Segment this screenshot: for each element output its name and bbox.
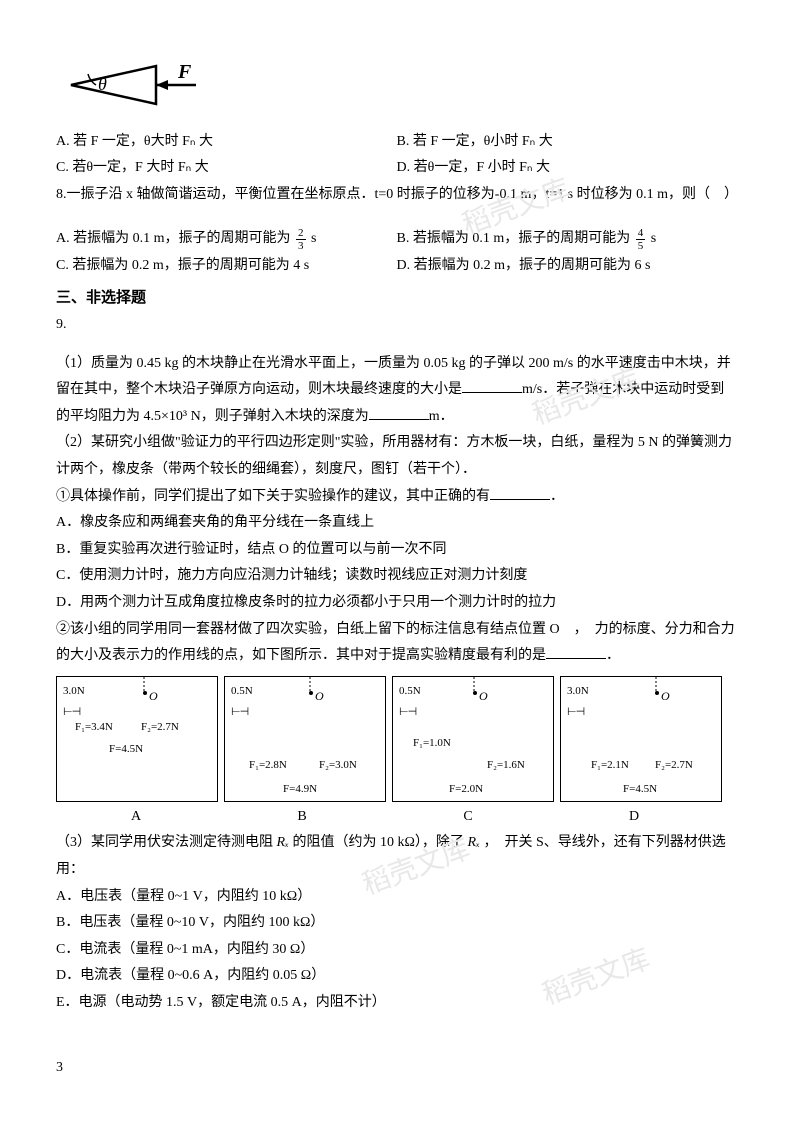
q9-p3-b: 的阻值（约为 10 kΩ），除了 xyxy=(289,835,467,850)
diag-a-f2: F₂=2.7N xyxy=(141,717,179,738)
q7-opt-b: B. 若 F 一定，θ小时 Fₙ 大 xyxy=(397,129,738,156)
blank-velocity xyxy=(462,378,522,393)
q9-p2-2-end: ． xyxy=(606,648,620,663)
diagram-d: 3.0N⊢⊣ O F₁=2.1N F₂=2.7N F=4.5N xyxy=(560,676,722,802)
diag-b-scale: 0.5N xyxy=(231,685,253,697)
diag-b-f1: F₁=2.8N xyxy=(249,755,287,776)
rx-1: Rₓ xyxy=(277,835,290,850)
diagram-row: 3.0N⊢⊣ O F₁=3.4N F₂=2.7N F=4.5N 0.5N⊢⊣ O… xyxy=(56,676,737,802)
q8-options: A. 若振幅为 0.1 m，振子的周期可能为 23 s B. 若振幅为 0.1 … xyxy=(56,226,737,279)
q9-p3-a: （3）某同学用伏安法测定待测电阻 xyxy=(56,835,277,850)
diag-d-f2: F₂=2.7N xyxy=(655,755,693,776)
q9-p3-opt-e: E．电源（电动势 1.5 V，额定电流 0.5 A，内阻不计） xyxy=(56,990,737,1017)
rx-2: Rₓ xyxy=(467,835,480,850)
q7-opt-a: A. 若 F 一定，θ大时 Fₙ 大 xyxy=(56,129,397,156)
q9-p3-opt-b: B．电压表（量程 0~10 V，内阻约 100 kΩ） xyxy=(56,910,737,937)
page: 稻壳文库 稻壳文库 稻壳文库 稻壳文库 θ F A. 若 F 一定，θ大时 Fₙ… xyxy=(0,0,793,1122)
q8-a-post: s xyxy=(308,231,317,246)
q9-p3-opt-a: A．电压表（量程 0~1 V，内阻约 10 kΩ） xyxy=(56,884,737,911)
theta-label: θ xyxy=(98,74,107,94)
q9-part2-q2: ②该小组的同学用同一套器材做了四次实验，白纸上留下的标注信息有结点位置 O ， … xyxy=(56,617,737,670)
diag-label-b: B xyxy=(222,804,382,831)
q9-p2-opt-d: D．用两个测力计互成角度拉橡皮条时的拉力必须都小于只用一个测力计时的拉力 xyxy=(56,590,737,617)
blank-best xyxy=(546,644,606,659)
diag-b-f: F=4.9N xyxy=(283,779,317,800)
diag-a-knot: O xyxy=(149,685,158,708)
diag-label-d: D xyxy=(554,804,714,831)
q9-number: 9. xyxy=(56,312,737,339)
section-3-title: 三、非选择题 xyxy=(56,284,737,313)
q8-opt-c: C. 若振幅为 0.2 m，振子的周期可能为 4 s xyxy=(56,253,397,280)
q8-a-pre: A. 若振幅为 0.1 m，振子的周期可能为 xyxy=(56,231,294,246)
diag-d-knot: O xyxy=(661,685,670,708)
diag-label-c: C xyxy=(388,804,548,831)
q9-p2-opt-b: B．重复实验再次进行验证时，结点 O 的位置可以与前一次不同 xyxy=(56,537,737,564)
diag-d-f: F=4.5N xyxy=(623,779,657,800)
q8-b-pre: B. 若振幅为 0.1 m，振子的周期可能为 xyxy=(397,231,634,246)
diag-c-knot: O xyxy=(479,685,488,708)
diagram-a: 3.0N⊢⊣ O F₁=3.4N F₂=2.7N F=4.5N xyxy=(56,676,218,802)
diag-d-scale: 3.0N xyxy=(567,685,589,697)
q7-opt-c: C. 若θ一定，F 大时 Fₙ 大 xyxy=(56,155,397,182)
q8-stem: 8.一振子沿 x 轴做简谐运动，平衡位置在坐标原点．t=0 时振子的位移为-0.… xyxy=(56,182,737,209)
q9-p2-1-text: ①具体操作前，同学们提出了如下关于实验操作的建议，其中正确的有 xyxy=(56,489,490,504)
diag-a-scale: 3.0N xyxy=(63,685,85,697)
q9-part1: （1）质量为 0.45 kg 的木块静止在光滑水平面上，一质量为 0.05 kg… xyxy=(56,351,737,431)
diag-b-f2: F₂=3.0N xyxy=(319,755,357,776)
diag-c-f2: F₂=1.6N xyxy=(487,755,525,776)
q9-p3-opt-c: C．电流表（量程 0~1 mA，内阻约 30 Ω） xyxy=(56,937,737,964)
q9-p2-opt-c: C．使用测力计时，施力方向应沿测力计轴线；读数时视线应正对测力计刻度 xyxy=(56,563,737,590)
diag-a-f: F=4.5N xyxy=(109,739,143,760)
diag-c-f1: F₁=1.0N xyxy=(413,733,451,754)
q8-opt-a: A. 若振幅为 0.1 m，振子的周期可能为 23 s xyxy=(56,226,397,253)
diag-label-a: A xyxy=(56,804,216,831)
blank-correct xyxy=(490,485,550,500)
q9-part3-intro: （3）某同学用伏安法测定待测电阻 Rₓ 的阻值（约为 10 kΩ），除了 Rₓ … xyxy=(56,830,737,883)
force-label: F xyxy=(177,61,192,83)
q9-part2-q1: ①具体操作前，同学们提出了如下关于实验操作的建议，其中正确的有 ． xyxy=(56,484,737,511)
wedge-figure: θ F xyxy=(66,60,737,121)
q7-opt-d: D. 若θ一定，F 小时 Fₙ 大 xyxy=(397,155,738,182)
q9-p1-unit2: m． xyxy=(429,409,454,424)
q9-p2-opt-a: A．橡皮条应和两绳套夹角的角平分线在一条直线上 xyxy=(56,510,737,537)
diag-c-f: F=2.0N xyxy=(449,779,483,800)
q7-options: A. 若 F 一定，θ大时 Fₙ 大 B. 若 F 一定，θ小时 Fₙ 大 C.… xyxy=(56,129,737,182)
q8-opt-b: B. 若振幅为 0.1 m，振子的周期可能为 45 s xyxy=(397,226,738,253)
q9-p3-opt-d: D．电流表（量程 0~0.6 A，内阻约 0.05 Ω） xyxy=(56,963,737,990)
diagram-labels: A B C D xyxy=(56,804,737,831)
blank-depth xyxy=(369,405,429,420)
diagram-b: 0.5N⊢⊣ O F₁=2.8N F₂=3.0N F=4.9N xyxy=(224,676,386,802)
diagram-c: 0.5N⊢⊣ O F₁=1.0N F₂=1.6N F=2.0N xyxy=(392,676,554,802)
page-number: 3 xyxy=(56,1055,63,1082)
diag-c-scale: 0.5N xyxy=(399,685,421,697)
q9-part2-intro: （2）某研究小组做"验证力的平行四边形定则"实验，所用器材有：方木板一块，白纸，… xyxy=(56,430,737,483)
diag-a-f1: F₁=3.4N xyxy=(75,717,113,738)
q8-opt-d: D. 若振幅为 0.2 m，振子的周期可能为 6 s xyxy=(397,253,738,280)
q9-p2-1-end: ． xyxy=(550,489,564,504)
q9-p2-2-text: ②该小组的同学用同一套器材做了四次实验，白纸上留下的标注信息有结点位置 O ， … xyxy=(56,622,735,664)
q8-b-post: s xyxy=(647,231,656,246)
diag-b-knot: O xyxy=(315,685,324,708)
diag-d-f1: F₁=2.1N xyxy=(591,755,629,776)
